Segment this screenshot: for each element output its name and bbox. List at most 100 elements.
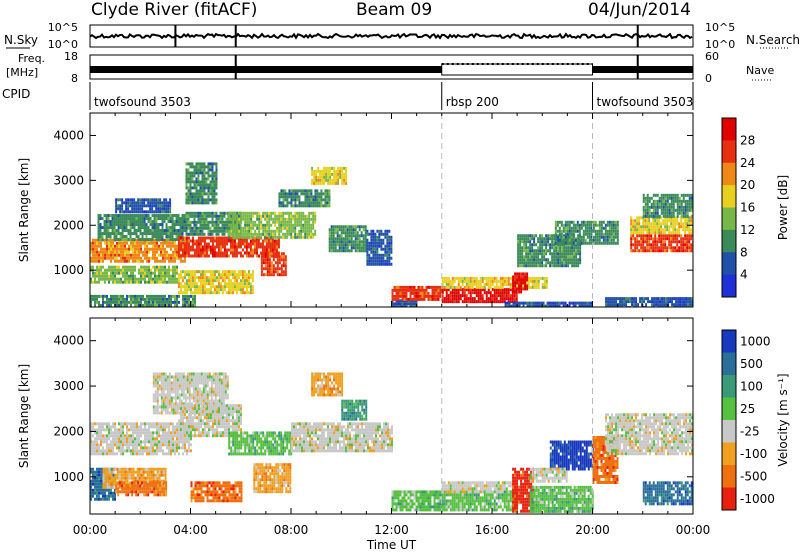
echo-cell [539,237,542,241]
echo-cell [346,234,349,238]
echo-cell [273,248,276,252]
echo-cell [177,236,180,240]
heatmap-power [90,162,693,307]
echo-cell [135,214,138,218]
echo-cell [368,256,371,260]
echo-cell [338,249,341,253]
echo-cell [156,265,158,269]
echo-cell [149,229,152,233]
echo-cell [177,223,180,227]
echo-cell [604,238,607,242]
echo-cell [201,285,204,289]
echo-cell [290,229,293,233]
echo-cell [187,236,190,240]
echo-cell [152,250,154,254]
echo-cell [330,243,333,247]
echo-cell [682,211,685,215]
echo-cell [249,291,252,295]
echo-cell [640,234,643,238]
echo-cell [652,225,655,229]
echo-cell [211,282,214,286]
echo-cell [269,239,272,243]
echo-cell [311,172,314,176]
echo-cell [118,253,120,257]
echo-cell [219,288,222,292]
echo-cell [560,220,563,224]
echo-cell [278,255,281,259]
echo-cell [138,300,140,304]
echo-cell [123,223,126,227]
echo-cell [666,246,669,250]
echo-cell [447,297,450,301]
echo-cell [181,254,184,258]
echo-cell [180,259,182,263]
echo-cell [320,192,323,196]
echo-cell [254,223,257,227]
echo-cell [319,169,322,173]
echo-cell [213,229,216,233]
echo-cell [143,217,146,221]
echo-cell [388,250,391,254]
echo-cell [646,225,649,229]
echo-cell [94,297,96,301]
echo-cell [245,279,248,283]
echo-cell [209,285,212,289]
echo-cell [682,196,685,200]
echo-cell [225,211,228,215]
echo-cell [127,204,130,208]
echo-cell [108,247,110,251]
echo-cell [201,165,204,169]
echo-cell [201,171,204,175]
echo-cell [642,205,645,209]
echo-cell [642,208,645,212]
echo-cell [155,220,158,224]
echo-cell [117,220,120,224]
echo-cell [236,223,239,227]
echo-cell [529,249,532,253]
echo-cell [475,276,478,280]
echo-cell [531,264,534,268]
echo-cell [239,245,242,249]
echo-cell [260,267,263,271]
echo-cell [280,189,283,193]
echo-cell [129,226,132,230]
echo-cell [481,288,484,292]
echo-cell [549,243,552,247]
echo-cell [525,246,528,250]
echo-cell [141,223,144,227]
echo-cell [90,280,92,284]
echo-cell [568,223,571,227]
echo-cell [658,199,661,203]
echo-cell [157,235,160,239]
echo-cell [485,294,488,298]
echo-cell [510,304,513,307]
echo-cell [115,207,118,211]
echo-cell [205,177,208,181]
echo-cell [664,246,667,250]
echo-cell [341,166,344,170]
echo-cell [579,246,582,250]
echo-cell [117,217,120,221]
echo-cell [194,294,196,298]
echo-cell [179,223,182,227]
echo-cell [183,288,186,292]
echo-cell [156,247,158,251]
echo-cell [114,259,116,263]
echo-cell [205,180,208,184]
echo-cell [164,297,166,301]
echo-cell [178,294,180,298]
echo-cell [549,237,552,241]
echo-cell [572,220,575,224]
echo-cell [140,297,142,301]
echo-cell [457,294,460,298]
echo-cell [207,201,210,205]
echo-cell [141,214,144,218]
echo-cell [455,288,458,292]
echo-cell [195,195,198,199]
echo-cell [433,297,436,301]
echo-cell [635,300,638,304]
echo-cell [447,294,450,298]
echo-cell [384,247,387,251]
echo-cell [127,220,130,224]
echo-cell [203,279,206,283]
